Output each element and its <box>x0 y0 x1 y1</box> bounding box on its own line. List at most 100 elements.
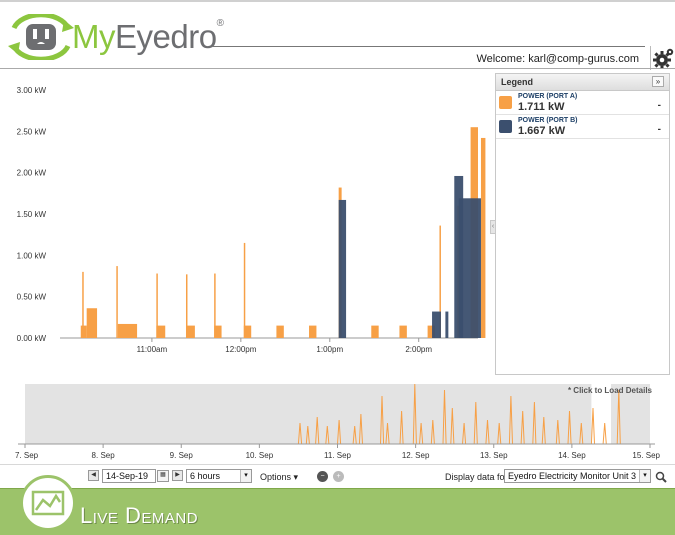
port-a-bar <box>243 242 246 338</box>
legend-item-port-a[interactable]: POWER (PORT A) 1.711 kW - <box>496 91 669 115</box>
port-a-bar <box>156 325 166 338</box>
load-details-hint: * Click to Load Details <box>568 386 653 395</box>
logo-registered: ® <box>216 18 224 29</box>
range-select[interactable]: 6 hours ▾ <box>186 469 252 483</box>
navigator-tick-label: 10. Sep <box>246 451 274 460</box>
controls-bar: ◀ 14-Sep-19 ▦ ▶ 6 hours ▾ Options ▾ − + … <box>0 464 675 488</box>
date-input[interactable]: 14-Sep-19 <box>102 469 156 483</box>
navigator-background <box>25 384 650 444</box>
footer-banner: Live Demand <box>0 475 675 535</box>
y-tick-label: 2.00 kW <box>17 169 47 178</box>
collapse-icon[interactable]: - <box>657 100 661 111</box>
port-a-bar <box>309 325 317 338</box>
zoom-icon[interactable] <box>655 471 667 483</box>
port-a-bar <box>371 325 379 338</box>
legend-item-port-b[interactable]: POWER (PORT B) 1.667 kW - <box>496 115 669 139</box>
navigator-tick-label: 9. Sep <box>170 451 194 460</box>
y-tick-label: 0.00 kW <box>17 334 47 343</box>
navigator-tick-label: 12. Sep <box>402 451 430 460</box>
y-tick-label: 2.50 kW <box>17 127 47 136</box>
navigator-tick-label: 11. Sep <box>324 451 352 460</box>
minus-icon: − <box>320 473 325 480</box>
footer-title: Live Demand <box>80 503 199 528</box>
port-a-bar <box>214 325 222 338</box>
y-tick-label: 1.00 kW <box>17 251 47 260</box>
port-a-bar <box>439 225 441 338</box>
x-tick-label: 11:00am <box>137 345 168 354</box>
legend-item-label: POWER (PORT A) <box>518 93 578 100</box>
zoom-out-button[interactable]: − <box>317 471 328 482</box>
port-a-bar <box>116 266 118 338</box>
logo[interactable]: MyEyedro® <box>6 14 224 60</box>
navigator-chart[interactable]: 7. Sep 8. Sep 9. Sep 10. Sep 11. Sep 12. Sep 1… <box>0 378 675 464</box>
port-a-bar <box>117 323 138 338</box>
port-b-bar <box>338 199 347 338</box>
port-a-bar <box>399 325 407 338</box>
meter-icon <box>31 490 65 516</box>
zoom-in-button[interactable]: + <box>333 471 344 482</box>
port-a-bar <box>185 325 195 338</box>
chevron-down-icon: ▾ <box>240 470 251 482</box>
x-tick-label: 2:00pm <box>405 345 432 354</box>
top-border <box>0 0 675 2</box>
port-b-bar <box>432 311 441 338</box>
port-a-bar <box>214 273 216 338</box>
port-a-bar <box>82 271 84 338</box>
legend-item-value: 1.667 kW <box>518 125 566 137</box>
navigator-tick-label: 8. Sep <box>92 451 116 460</box>
port-a-bar <box>480 137 486 338</box>
prev-icon: ◀ <box>91 472 96 478</box>
logo-eyedro: Eyedro <box>115 18 217 55</box>
port-a-bar <box>86 308 98 338</box>
navigator-tick-label: 14. Sep <box>558 451 586 460</box>
port-a-bar <box>427 325 436 338</box>
range-select-value: 6 hours <box>190 471 221 481</box>
legend-panel: Legend » POWER (PORT A) 1.711 kW - POWER… <box>495 73 670 375</box>
plus-icon: + <box>336 473 341 480</box>
legend-swatch-port-a <box>499 96 512 109</box>
welcome-text: Welcome: karl@comp-gurus.com <box>476 53 639 65</box>
device-select[interactable]: Eyedro Electricity Monitor Unit 3 ▾ <box>504 469 651 483</box>
navigator-series-line <box>25 383 650 445</box>
collapse-icon[interactable]: - <box>657 124 661 135</box>
legend-header: Legend » <box>496 74 669 91</box>
logo-wordmark: MyEyedro® <box>72 18 224 56</box>
port-a-bar <box>185 274 188 338</box>
next-period-button[interactable]: ▶ <box>172 470 183 481</box>
port-b-bar <box>458 198 481 338</box>
legend-swatch-port-b <box>499 120 512 133</box>
calendar-icon: ▦ <box>160 472 166 478</box>
power-chart[interactable]: 0.00 kW 0.50 kW 1.00 kW 1.50 kW 2.00 kW 2.50 … <box>0 70 493 375</box>
display-data-label: Display data for: <box>445 472 511 482</box>
gear-icon <box>653 48 674 69</box>
y-tick-label: 1.50 kW <box>17 210 47 219</box>
y-tick-label: 0.50 kW <box>17 293 47 302</box>
x-tick-label: 12:00pm <box>225 345 256 354</box>
port-b-bar <box>445 311 449 338</box>
settings-button[interactable] <box>650 46 674 70</box>
header-rule <box>0 68 675 69</box>
legend-item-label: POWER (PORT B) <box>518 117 578 124</box>
navigator-selection <box>591 384 611 444</box>
logo-underline <box>213 46 645 47</box>
next-icon: ▶ <box>175 472 180 478</box>
prev-period-button[interactable]: ◀ <box>88 470 99 481</box>
calendar-button[interactable]: ▦ <box>157 470 169 482</box>
logo-my: My <box>72 18 116 55</box>
port-a-bar <box>156 273 158 338</box>
meter-icon-badge <box>20 475 76 531</box>
chevron-down-icon: ▾ <box>639 470 650 482</box>
y-tick-label: 3.00 kW <box>17 86 47 95</box>
legend-title: Legend <box>501 77 534 87</box>
options-menu[interactable]: Options ▾ <box>260 472 299 482</box>
navigator-tick-label: 15. Sep <box>632 451 660 460</box>
navigator-tick-label: 7. Sep <box>15 451 39 460</box>
port-a-bar <box>243 325 252 338</box>
expand-icon[interactable]: » <box>652 76 664 87</box>
navigator-tick-label: 13. Sep <box>480 451 508 460</box>
device-select-value: Eyedro Electricity Monitor Unit 3 <box>508 471 637 481</box>
x-tick-label: 1:00pm <box>316 345 343 354</box>
legend-item-value: 1.711 kW <box>518 101 565 113</box>
port-a-bar <box>276 325 284 338</box>
logo-outlet-icon <box>8 14 74 60</box>
